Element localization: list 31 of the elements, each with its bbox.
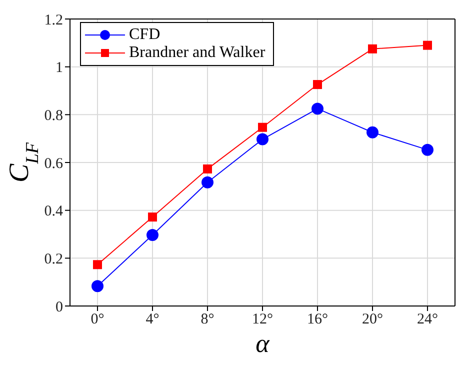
point (203, 164, 212, 174)
point (256, 133, 268, 146)
x-axis-title: α (256, 329, 271, 358)
point (258, 122, 267, 132)
point (93, 260, 102, 270)
point (312, 102, 324, 115)
x-tick-label: 20° (362, 312, 383, 328)
y-tick-label: 0.4 (44, 204, 64, 220)
x-tick-label: 4° (146, 312, 160, 328)
x-tick-label: 24° (417, 312, 438, 328)
point (422, 144, 434, 156)
legend-label: CFD (129, 26, 160, 44)
point (368, 44, 377, 54)
y-tick-label: 1.2 (44, 12, 63, 28)
point (423, 40, 432, 50)
point (148, 212, 157, 222)
point (313, 80, 322, 90)
point (146, 228, 158, 241)
y-tick-label: 0.6 (44, 156, 64, 172)
point (202, 176, 214, 188)
y-tick-label: 1 (56, 60, 63, 76)
x-tick-label: 8° (200, 312, 214, 328)
point (366, 126, 378, 138)
legend-label: Brandner and Walker (129, 44, 266, 62)
y-tick-label: 0 (56, 299, 63, 316)
y-tick-label: 0.2 (44, 251, 63, 268)
x-tick-label: 12° (252, 312, 273, 328)
x-tick-label: 16° (307, 312, 328, 328)
y-tick-label: 0.8 (44, 108, 63, 124)
point (92, 280, 104, 292)
x-tick-label: 0° (90, 312, 104, 328)
